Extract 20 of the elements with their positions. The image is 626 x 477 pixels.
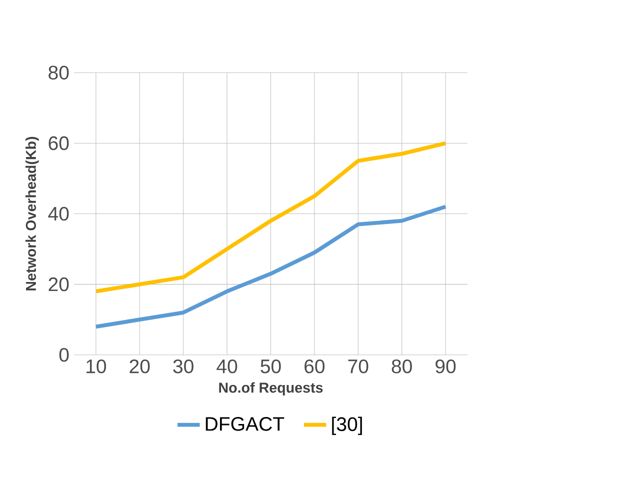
- line-series: [94, 204, 448, 329]
- x-tick-label: 70: [348, 359, 368, 374]
- legend-label: DFGACT: [206, 416, 284, 431]
- y-tick-label: 60: [48, 136, 69, 150]
- y-tick-label: 0: [59, 348, 69, 362]
- x-tick-label: 20: [130, 359, 150, 374]
- legend-label: [30]: [332, 416, 362, 435]
- y-tick-label: 20: [48, 277, 69, 292]
- line-series: [94, 141, 448, 294]
- y-tick-label: 40: [48, 206, 69, 221]
- x-tick-label: 50: [260, 359, 281, 374]
- x-tick-label: 10: [86, 359, 106, 374]
- x-tick-label: 40: [216, 359, 238, 374]
- x-tick-label: 90: [436, 359, 456, 374]
- x-tick-label: 60: [304, 359, 325, 374]
- x-axis-title: No.of Requests: [219, 382, 323, 396]
- x-tick-label: 30: [173, 359, 194, 374]
- x-tick-label: 80: [392, 359, 412, 374]
- y-tick-label: 80: [48, 66, 69, 80]
- y-axis-title: Network Overhead(Kb): [25, 136, 39, 290]
